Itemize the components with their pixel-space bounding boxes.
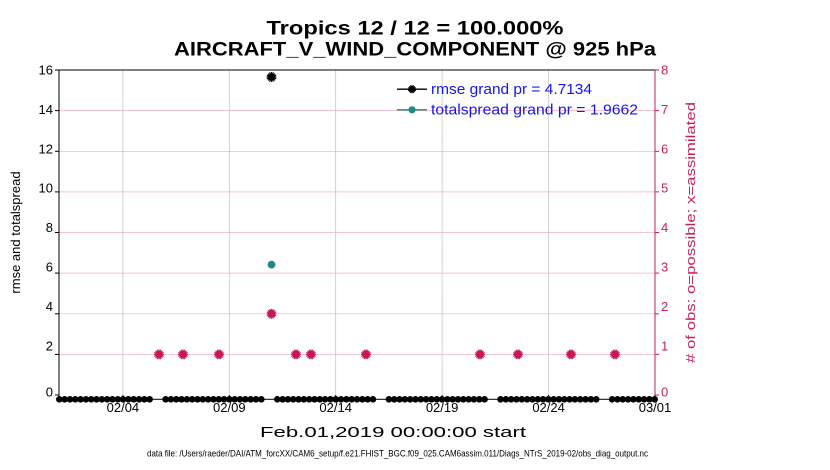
svg-text:12: 12	[39, 141, 53, 156]
svg-text:4: 4	[661, 220, 668, 235]
svg-text:totalspread grand pr = 1.9662: totalspread grand pr = 1.9662	[431, 103, 638, 119]
svg-text:4: 4	[46, 299, 53, 314]
svg-text:1: 1	[661, 338, 668, 353]
svg-text:rmse grand pr = 4.7134: rmse grand pr = 4.7134	[431, 82, 592, 98]
svg-text:# of obs: o=possible; x=assimi: # of obs: o=possible; x=assimilated	[683, 102, 698, 363]
svg-text:AIRCRAFT_V_WIND_COMPONENT @ 92: AIRCRAFT_V_WIND_COMPONENT @ 925 hPa	[174, 40, 656, 61]
svg-text:8: 8	[661, 63, 668, 78]
svg-text:3: 3	[661, 260, 668, 275]
svg-text:2: 2	[46, 338, 53, 353]
svg-text:8: 8	[46, 220, 53, 235]
svg-text:0: 0	[661, 385, 668, 400]
svg-text:5: 5	[661, 181, 668, 196]
svg-text:03/01: 03/01	[639, 400, 672, 415]
svg-text:16: 16	[39, 63, 53, 78]
svg-text:10: 10	[39, 181, 53, 196]
svg-text:data file: /Users/raeder/DAI/A: data file: /Users/raeder/DAI/ATM_forcXX/…	[147, 449, 648, 460]
svg-text:02/14: 02/14	[319, 400, 352, 415]
svg-text:2: 2	[661, 299, 668, 314]
svg-text:02/04: 02/04	[107, 400, 140, 415]
svg-text:02/09: 02/09	[213, 400, 246, 415]
svg-text:7: 7	[661, 102, 668, 117]
svg-text:02/24: 02/24	[532, 400, 565, 415]
svg-text:6: 6	[46, 260, 53, 275]
svg-text:Tropics 12 / 12 = 100.000%: Tropics 12 / 12 = 100.000%	[267, 19, 564, 40]
svg-text:rmse and totalspread: rmse and totalspread	[8, 171, 23, 293]
svg-text:6: 6	[661, 141, 668, 156]
svg-text:14: 14	[39, 102, 53, 117]
svg-text:0: 0	[46, 385, 53, 400]
svg-text:02/19: 02/19	[426, 400, 459, 415]
svg-text:Feb.01,2019 00:00:00 start: Feb.01,2019 00:00:00 start	[260, 424, 527, 441]
